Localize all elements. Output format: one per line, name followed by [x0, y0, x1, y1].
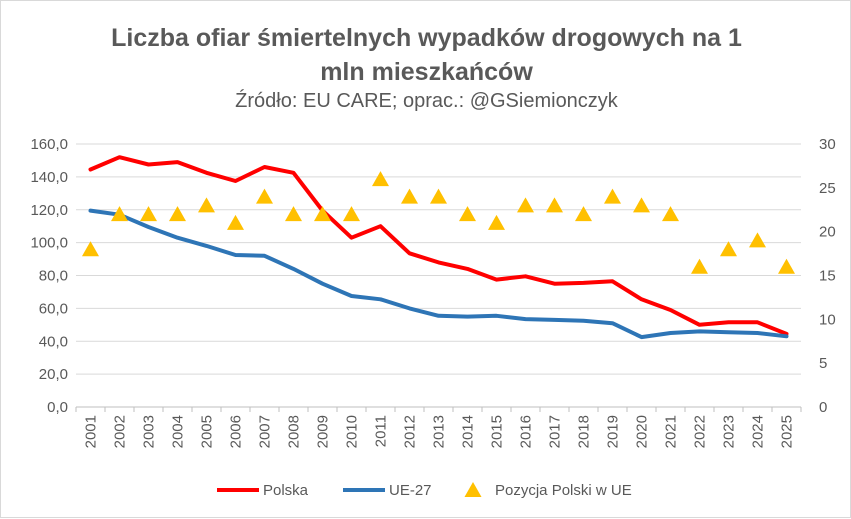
x-tick-label: 2013: [431, 415, 448, 448]
x-tick-label: 2025: [779, 415, 796, 448]
chart-title: Liczba ofiar śmiertelnych wypadków drogo…: [1, 21, 851, 89]
data-point-pozycja-polski-w-ue: [314, 206, 331, 222]
data-point-pozycja-polski-w-ue: [633, 197, 650, 213]
x-tick-label: 2003: [141, 415, 158, 448]
series-line-polska: [88, 155, 789, 336]
x-tick-label: 2024: [750, 415, 767, 448]
legend-label-polska: Polska: [263, 482, 309, 499]
data-point-pozycja-polski-w-ue: [372, 171, 389, 187]
data-point-pozycja-polski-w-ue: [256, 188, 273, 204]
y-left-tick-label: 40,0: [39, 333, 68, 350]
data-point-pozycja-polski-w-ue: [662, 206, 679, 222]
y-right-tick-label: 15: [819, 268, 836, 285]
y-left-tick-label: 80,0: [39, 268, 68, 285]
data-point-pozycja-polski-w-ue: [227, 214, 244, 230]
x-tick-label: 2010: [344, 415, 361, 448]
data-point-pozycja-polski-w-ue: [517, 197, 534, 213]
x-tick-label: 2021: [663, 415, 680, 448]
x-tick-label: 2016: [518, 415, 535, 448]
y-right-tick-label: 30: [819, 136, 836, 153]
x-tick-label: 2019: [605, 415, 622, 448]
y-right-tick-label: 25: [819, 180, 836, 197]
x-tick-label: 2020: [634, 415, 651, 448]
legend-label-ue-27: UE-27: [389, 482, 432, 499]
data-point-pozycja-polski-w-ue: [488, 214, 505, 230]
data-point-pozycja-polski-w-ue: [546, 197, 563, 213]
x-tick-label: 2022: [692, 415, 709, 448]
x-tick-label: 2005: [199, 415, 216, 448]
y-right-tick-label: 10: [819, 311, 836, 328]
x-tick-label: 2009: [315, 415, 332, 448]
data-point-pozycja-polski-w-ue: [778, 258, 795, 274]
y-left-tick-label: 140,0: [30, 169, 68, 186]
x-tick-label: 2006: [228, 415, 245, 448]
data-point-pozycja-polski-w-ue: [430, 188, 447, 204]
x-tick-label: 2007: [257, 415, 274, 448]
y-left-tick-label: 0,0: [47, 399, 68, 416]
data-point-pozycja-polski-w-ue: [140, 206, 157, 222]
data-point-pozycja-polski-w-ue: [575, 206, 592, 222]
y-right-tick-label: 0: [819, 399, 827, 416]
y-left-tick-label: 100,0: [30, 235, 68, 252]
data-point-pozycja-polski-w-ue: [169, 206, 186, 222]
y-left-tick-label: 120,0: [30, 202, 68, 219]
data-point-pozycja-polski-w-ue: [343, 206, 360, 222]
legend-label-pozycja-polski-w-ue: Pozycja Polski w UE: [495, 482, 632, 499]
y-left-tick-label: 20,0: [39, 366, 68, 383]
x-tick-label: 2012: [402, 415, 419, 448]
x-tick-label: 2004: [170, 415, 187, 448]
x-tick-label: 2008: [286, 415, 303, 448]
data-point-pozycja-polski-w-ue: [198, 197, 215, 213]
y-left-tick-label: 160,0: [30, 136, 68, 153]
x-tick-label: 2023: [721, 415, 738, 448]
data-point-pozycja-polski-w-ue: [401, 188, 418, 204]
data-point-pozycja-polski-w-ue: [604, 188, 621, 204]
x-tick-label: 2015: [489, 415, 506, 448]
data-point-pozycja-polski-w-ue: [691, 258, 708, 274]
data-point-pozycja-polski-w-ue: [82, 241, 99, 257]
x-tick-label: 2017: [547, 415, 564, 448]
data-point-pozycja-polski-w-ue: [749, 232, 766, 248]
chart-title-line-2: mln mieszkańców: [320, 58, 533, 86]
legend-swatch-pozycja-polski-w-ue: [464, 482, 482, 497]
series-line-ue-27: [88, 208, 789, 340]
data-point-pozycja-polski-w-ue: [459, 206, 476, 222]
y-right-tick-label: 20: [819, 224, 836, 241]
y-left-tick-label: 60,0: [39, 300, 68, 317]
data-point-pozycja-polski-w-ue: [285, 206, 302, 222]
y-right-tick-label: 5: [819, 355, 827, 372]
x-tick-label: 2011: [373, 415, 390, 447]
chart-title-line-1: Liczba ofiar śmiertelnych wypadków drogo…: [111, 24, 742, 52]
x-tick-label: 2014: [460, 415, 477, 448]
x-tick-label: 2002: [112, 415, 129, 448]
chart-subtitle: Źródło: EU CARE; oprac.: @GSiemionczyk: [235, 90, 618, 112]
data-point-pozycja-polski-w-ue: [720, 241, 737, 257]
x-tick-label: 2001: [83, 415, 100, 448]
data-point-pozycja-polski-w-ue: [111, 206, 128, 222]
x-tick-label: 2018: [576, 415, 593, 448]
